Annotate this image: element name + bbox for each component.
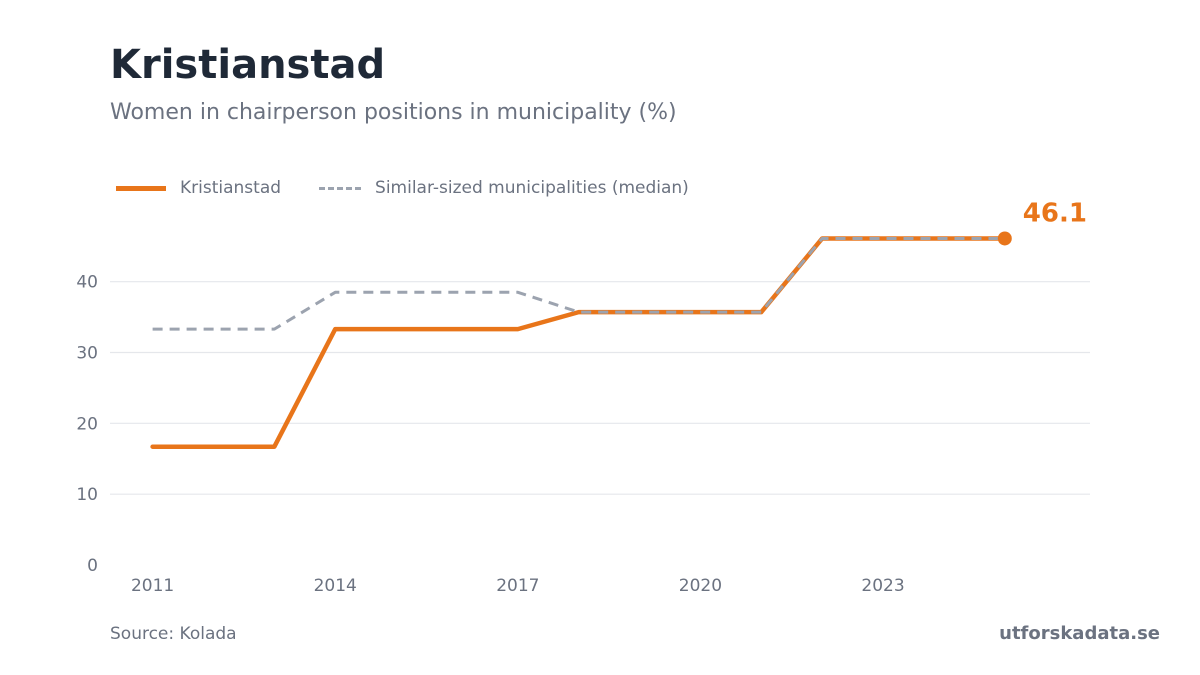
y-tick-label-40: 40: [76, 273, 98, 293]
legend-label-median: Similar-sized municipalities (median): [375, 178, 689, 198]
chart-subtitle: Women in chairperson positions in munici…: [110, 100, 677, 125]
legend-dashed-line-icon: [319, 186, 362, 190]
x-tick-label-2023: 2023: [861, 576, 904, 596]
legend-item-kristianstad: Kristianstad: [116, 178, 281, 198]
chart-title: Kristianstad: [110, 42, 386, 88]
end-value-label: 46.1: [1023, 198, 1087, 228]
series-line-median: [152, 236, 1005, 331]
x-tick-label-2011: 2011: [131, 576, 174, 596]
x-tick-label-2014: 2014: [314, 576, 357, 596]
y-tick-label-30: 30: [76, 344, 98, 364]
chart-legend: Kristianstad Similar-sized municipalitie…: [116, 178, 727, 198]
y-tick-label-20: 20: [76, 414, 98, 434]
brand-logo-text: utforskadata.se: [999, 623, 1160, 644]
x-tick-label-2017: 2017: [496, 576, 539, 596]
y-tick-label-10: 10: [76, 485, 98, 505]
y-tick-label-0: 0: [87, 556, 98, 576]
end-point-marker: [997, 231, 1012, 246]
legend-item-median: Similar-sized municipalities (median): [319, 178, 689, 198]
source-note: Source: Kolada: [110, 624, 237, 644]
x-tick-label-2020: 2020: [679, 576, 722, 596]
legend-solid-line-icon: [116, 185, 166, 191]
legend-label-kristianstad: Kristianstad: [180, 178, 282, 198]
series-line-kristianstad: [150, 236, 1008, 449]
